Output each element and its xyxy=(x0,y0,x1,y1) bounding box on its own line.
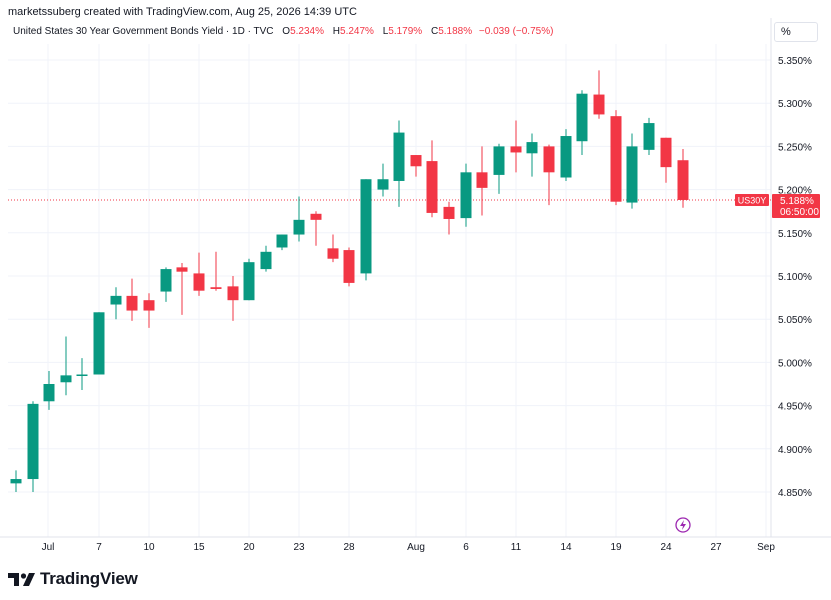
candle-body[interactable] xyxy=(343,250,355,283)
open-value: 5.234% xyxy=(290,26,324,37)
lightning-icon[interactable] xyxy=(675,517,691,533)
candle-body[interactable] xyxy=(310,213,322,220)
symbol-title[interactable]: United States 30 Year Government Bonds Y… xyxy=(13,26,274,37)
high-label: H xyxy=(332,26,341,37)
candle-body[interactable] xyxy=(476,172,488,188)
last-price-tag xyxy=(772,193,820,218)
price-tick-label: 5.100% xyxy=(778,272,812,283)
price-tick-label: 5.350% xyxy=(778,56,812,67)
time-tick-label: Sep xyxy=(757,542,775,553)
price-tick-label: 4.950% xyxy=(778,402,812,413)
candle-body[interactable] xyxy=(193,273,205,291)
candle-body[interactable] xyxy=(626,146,638,203)
time-tick-label: 6 xyxy=(463,542,469,553)
candle-body[interactable] xyxy=(110,295,122,305)
price-tick-label: 5.250% xyxy=(778,142,812,153)
time-tick-label: 15 xyxy=(193,542,205,553)
price-tick-label: 5.200% xyxy=(778,186,812,197)
candle-body[interactable] xyxy=(227,286,239,301)
high-value: 5.247% xyxy=(340,26,374,37)
time-tick-label: 28 xyxy=(343,542,355,553)
symbol-tag-box xyxy=(735,193,769,206)
candle-body[interactable] xyxy=(543,146,555,173)
candle-body[interactable] xyxy=(660,137,672,168)
candle-body[interactable] xyxy=(10,479,22,484)
time-tick-label: Jul xyxy=(42,542,55,553)
time-tick-label: 19 xyxy=(610,542,622,553)
candle-body[interactable] xyxy=(576,93,588,142)
low-value: 5.179% xyxy=(388,26,423,37)
candle-body[interactable] xyxy=(243,262,255,301)
price-tick-label: 4.850% xyxy=(778,488,812,499)
candle-body[interactable] xyxy=(426,161,438,213)
candle-body[interactable] xyxy=(643,123,655,150)
symbol-tag-label: US30Y xyxy=(738,195,767,205)
close-label: C xyxy=(430,26,439,37)
candle-body[interactable] xyxy=(460,172,472,219)
time-tick-label: Aug xyxy=(407,542,425,553)
candle-body[interactable] xyxy=(377,179,389,190)
last-price-value: 5.188% xyxy=(780,196,814,207)
time-tick-label: 24 xyxy=(660,542,672,553)
time-tick-label: 11 xyxy=(511,542,522,553)
candle-body[interactable] xyxy=(443,206,455,219)
bar-countdown: 06:50:00 xyxy=(780,207,819,218)
candle-body[interactable] xyxy=(526,142,538,154)
time-tick-label: 20 xyxy=(243,542,255,553)
price-tick-label: 5.000% xyxy=(778,358,812,369)
tradingview-logo-icon xyxy=(8,573,35,586)
price-tick-label: 5.300% xyxy=(778,99,812,110)
candle-body[interactable] xyxy=(210,287,222,289)
candle-body[interactable] xyxy=(93,312,105,375)
time-tick-label: 7 xyxy=(96,542,102,553)
chart-credit: marketssuberg created with TradingView.c… xyxy=(8,6,357,18)
candle-body[interactable] xyxy=(160,269,172,292)
candle-body[interactable] xyxy=(260,251,272,270)
candle-body[interactable] xyxy=(126,295,138,311)
price-tick-label: 5.150% xyxy=(778,229,812,240)
candle-body[interactable] xyxy=(610,116,622,202)
time-tick-label: 10 xyxy=(143,542,155,553)
candle-body[interactable] xyxy=(27,403,39,480)
candle-body[interactable] xyxy=(560,136,572,178)
candle-body[interactable] xyxy=(143,300,155,311)
change-value: −0.039 (−0.75%) xyxy=(478,26,554,37)
time-tick-label: 23 xyxy=(293,542,305,553)
candle-body[interactable] xyxy=(677,160,689,200)
candle-body[interactable] xyxy=(510,146,522,153)
close-value: 5.188% xyxy=(438,26,473,37)
candle-body[interactable] xyxy=(293,219,305,235)
candle-body[interactable] xyxy=(493,146,505,175)
tradingview-logo[interactable]: TradingView xyxy=(8,569,138,589)
candle-body[interactable] xyxy=(176,267,188,272)
low-label: L xyxy=(382,26,389,37)
candle-body[interactable] xyxy=(43,384,55,402)
percent-scale-button[interactable]: % xyxy=(774,22,818,42)
candle-body[interactable] xyxy=(410,155,422,167)
candle-body[interactable] xyxy=(60,375,72,383)
price-tick-label: 5.050% xyxy=(778,315,812,326)
symbol-legend: United States 30 Year Government Bonds Y… xyxy=(13,26,553,37)
candle-body[interactable] xyxy=(593,94,605,115)
price-tick-label: 4.900% xyxy=(778,445,812,456)
candle-body[interactable] xyxy=(276,234,288,248)
time-tick-label: 27 xyxy=(710,542,722,553)
open-label: O xyxy=(282,26,291,37)
candle-body[interactable] xyxy=(393,132,405,181)
candle-body[interactable] xyxy=(327,248,339,259)
candle-body[interactable] xyxy=(76,374,88,376)
candle-body[interactable] xyxy=(360,179,372,274)
tradingview-wordmark: TradingView xyxy=(40,569,138,588)
time-tick-label: 14 xyxy=(560,542,572,553)
